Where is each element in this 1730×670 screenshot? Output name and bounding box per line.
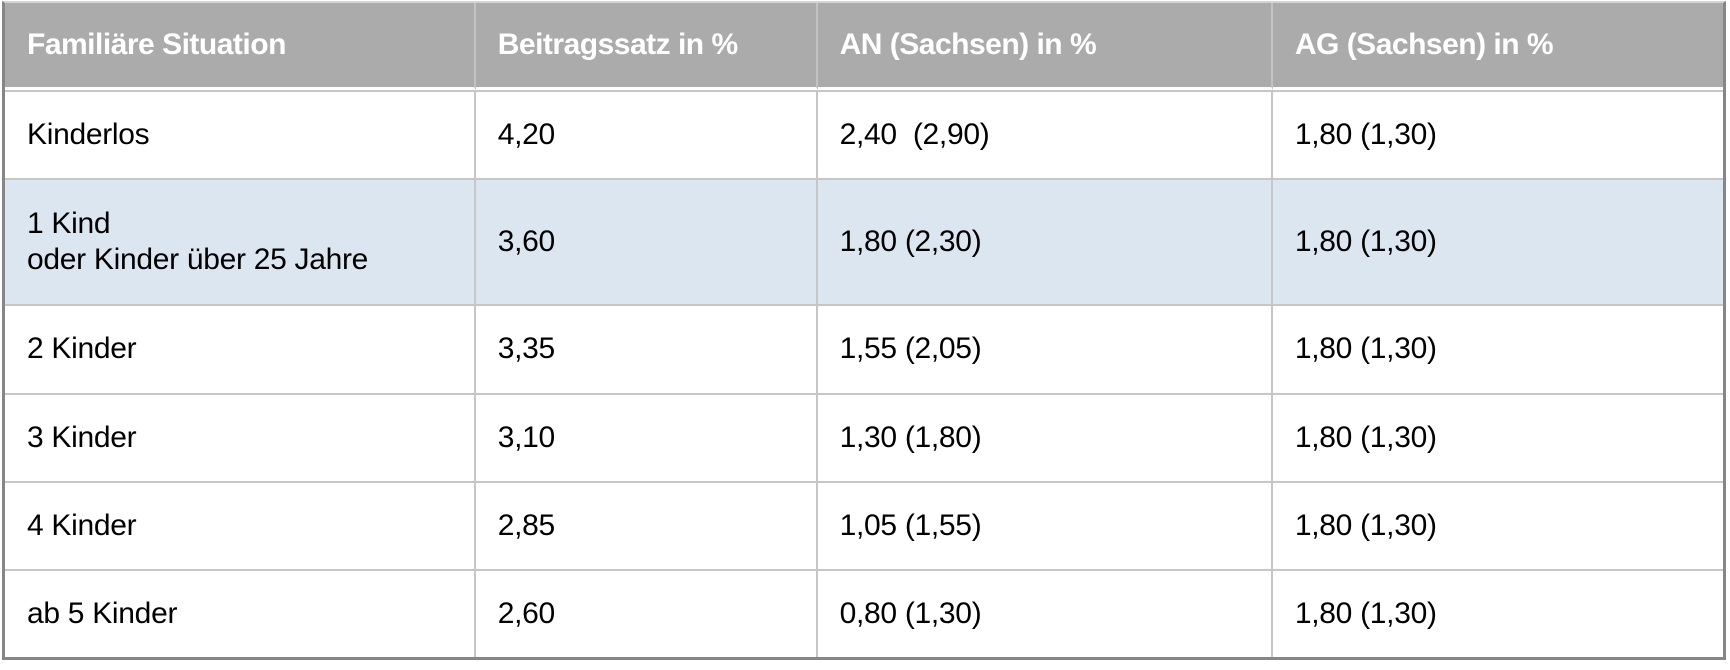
cell-situation: 3 Kinder <box>5 392 476 481</box>
table-row: Kinderlos 4,20 2,40 (2,90) 1,80 (1,30) <box>5 90 1723 179</box>
cell-ag: 1,80 (1,30) <box>1272 480 1723 569</box>
cell-ag: 1,80 (1,30) <box>1272 90 1723 179</box>
cell-beitragssatz: 3,10 <box>475 392 818 481</box>
cell-ag: 1,80 (1,30) <box>1272 568 1723 657</box>
cell-beitragssatz: 4,20 <box>475 90 818 179</box>
header-an-sachsen: AN (Sachsen) in % <box>817 3 1273 90</box>
table-row: ab 5 Kinder 2,60 0,80 (1,30) 1,80 (1,30) <box>5 568 1723 657</box>
header-ag-sachsen: AG (Sachsen) in % <box>1272 3 1723 90</box>
cell-situation: Kinderlos <box>5 90 476 179</box>
cell-ag: 1,80 (1,30) <box>1272 304 1723 393</box>
table-row: 3 Kinder 3,10 1,30 (1,80) 1,80 (1,30) <box>5 392 1723 481</box>
cell-beitragssatz: 3,60 <box>475 178 818 305</box>
table-header-row: Familiäre Situation Beitragssatz in % AN… <box>5 3 1723 90</box>
cell-situation: ab 5 Kinder <box>5 568 476 657</box>
header-familiaere-situation: Familiäre Situation <box>5 3 476 90</box>
cell-situation: 4 Kinder <box>5 480 476 569</box>
cell-an: 2,40 (2,90) <box>817 90 1273 179</box>
cell-ag: 1,80 (1,30) <box>1272 178 1723 305</box>
cell-situation: 2 Kinder <box>5 304 476 393</box>
cell-beitragssatz: 3,35 <box>475 304 818 393</box>
cell-situation: 1 Kind oder Kinder über 25 Jahre <box>5 178 476 305</box>
cell-an: 0,80 (1,30) <box>817 568 1273 657</box>
cell-beitragssatz: 2,85 <box>475 480 818 569</box>
header-beitragssatz: Beitragssatz in % <box>475 3 818 90</box>
cell-beitragssatz: 2,60 <box>475 568 818 657</box>
cell-an: 1,80 (2,30) <box>817 178 1273 305</box>
table-row: 4 Kinder 2,85 1,05 (1,55) 1,80 (1,30) <box>5 480 1723 569</box>
cell-an: 1,30 (1,80) <box>817 392 1273 481</box>
cell-ag: 1,80 (1,30) <box>1272 392 1723 481</box>
table-row: 2 Kinder 3,35 1,55 (2,05) 1,80 (1,30) <box>5 304 1723 393</box>
table-row: 1 Kind oder Kinder über 25 Jahre 3,60 1,… <box>5 178 1723 305</box>
cell-an: 1,55 (2,05) <box>817 304 1273 393</box>
cell-an: 1,05 (1,55) <box>817 480 1273 569</box>
contribution-rates-table: Familiäre Situation Beitragssatz in % AN… <box>5 3 1723 657</box>
